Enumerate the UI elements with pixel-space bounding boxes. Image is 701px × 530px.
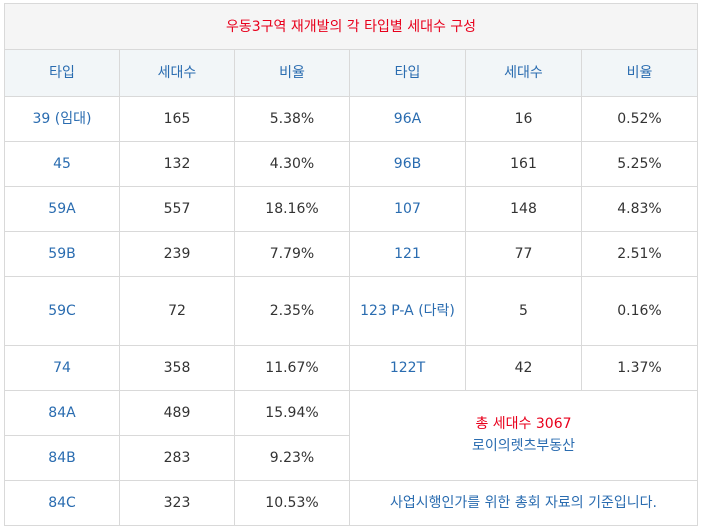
household-count-cell: 72 — [119, 276, 235, 346]
unit-type-cell: 84C — [4, 479, 120, 527]
household-count-cell: 557 — [119, 186, 235, 233]
household-count-cell: 5 — [465, 276, 582, 346]
unit-type-cell: 84A — [4, 389, 120, 436]
header-row: 타입 세대수 비율 타입 세대수 비율 — [4, 49, 698, 98]
source-label: 로이의렛츠부동산 — [471, 438, 576, 455]
ratio-cell: 5.25% — [581, 141, 698, 188]
ratio-cell: 11.67% — [234, 344, 350, 391]
table-row: 59A 557 18.16% 107 148 4.83% — [4, 186, 698, 233]
ratio-cell: 1.37% — [581, 344, 698, 391]
summary-cell: 총 세대수 3067 로이의렛츠부동산 — [349, 389, 698, 481]
ratio-cell: 18.16% — [234, 186, 350, 233]
basis-note: 사업시행인가를 위한 총회 자료의 기준입니다. — [349, 479, 698, 527]
header-type-right: 타입 — [349, 49, 466, 98]
unit-type-table: 우동3구역 재개발의 각 타입별 세대수 구성 타입 세대수 비율 타입 세대수… — [4, 2, 698, 527]
table-row: 59B 239 7.79% 121 77 2.51% — [4, 231, 698, 278]
unit-type-cell: 123 P-A (다락) — [349, 276, 466, 346]
household-count-cell: 16 — [465, 96, 582, 143]
unit-type-cell: 59A — [4, 186, 120, 233]
table-title-cell: 우동3구역 재개발의 각 타입별 세대수 구성 — [4, 2, 698, 51]
household-count-cell: 132 — [119, 141, 235, 188]
unit-type-table-container: 우동3구역 재개발의 각 타입별 세대수 구성 타입 세대수 비율 타입 세대수… — [4, 2, 698, 527]
table-row: 45 132 4.30% 96B 161 5.25% — [4, 141, 698, 188]
unit-type-cell: 96A — [349, 96, 466, 143]
table-row: 84B 283 9.23% — [4, 434, 698, 481]
ratio-cell: 15.94% — [234, 389, 350, 436]
unit-type-cell: 121 — [349, 231, 466, 278]
ratio-cell: 7.79% — [234, 231, 350, 278]
unit-type-cell: 84B — [4, 434, 120, 481]
household-count-cell: 283 — [119, 434, 235, 481]
unit-type-cell: 74 — [4, 344, 120, 391]
unit-type-cell: 45 — [4, 141, 120, 188]
household-count-cell: 148 — [465, 186, 582, 233]
ratio-cell: 9.23% — [234, 434, 350, 481]
household-count-cell: 77 — [465, 231, 582, 278]
ratio-cell: 2.51% — [581, 231, 698, 278]
ratio-cell: 10.53% — [234, 479, 350, 527]
total-households: 총 세대수 3067 — [475, 416, 572, 433]
table-title: 우동3구역 재개발의 각 타입별 세대수 구성 — [225, 18, 477, 35]
household-count-cell: 358 — [119, 344, 235, 391]
unit-type-cell: 122T — [349, 344, 466, 391]
unit-type-cell: 59B — [4, 231, 120, 278]
ratio-cell: 4.30% — [234, 141, 350, 188]
ratio-cell: 5.38% — [234, 96, 350, 143]
table-row: 39 (임대) 165 5.38% 96A 16 0.52% — [4, 96, 698, 143]
household-count-cell: 161 — [465, 141, 582, 188]
ratio-cell: 4.83% — [581, 186, 698, 233]
header-type-left: 타입 — [4, 49, 120, 98]
unit-type-cell: 39 (임대) — [4, 96, 120, 143]
ratio-cell: 2.35% — [234, 276, 350, 346]
table-row: 59C 72 2.35% 123 P-A (다락) 5 0.16% — [4, 276, 698, 346]
unit-type-cell: 59C — [4, 276, 120, 346]
household-count-cell: 239 — [119, 231, 235, 278]
household-count-cell: 42 — [465, 344, 582, 391]
table-row: 74 358 11.67% 122T 42 1.37% — [4, 344, 698, 391]
unit-type-cell: 107 — [349, 186, 466, 233]
household-count-cell: 489 — [119, 389, 235, 436]
ratio-cell: 0.52% — [581, 96, 698, 143]
header-ratio-left: 비율 — [234, 49, 350, 98]
table-row: 84A 489 15.94% 총 세대수 3067 로이의렛츠부동산 — [4, 389, 698, 481]
ratio-cell: 0.16% — [581, 276, 698, 346]
header-count-left: 세대수 — [119, 49, 235, 98]
table-row: 84C 323 10.53% 사업시행인가를 위한 총회 자료의 기준입니다. — [4, 479, 698, 527]
household-count-cell: 323 — [119, 479, 235, 527]
unit-type-cell: 96B — [349, 141, 466, 188]
household-count-cell: 165 — [119, 96, 235, 143]
header-ratio-right: 비율 — [581, 49, 698, 98]
header-count-right: 세대수 — [465, 49, 582, 98]
